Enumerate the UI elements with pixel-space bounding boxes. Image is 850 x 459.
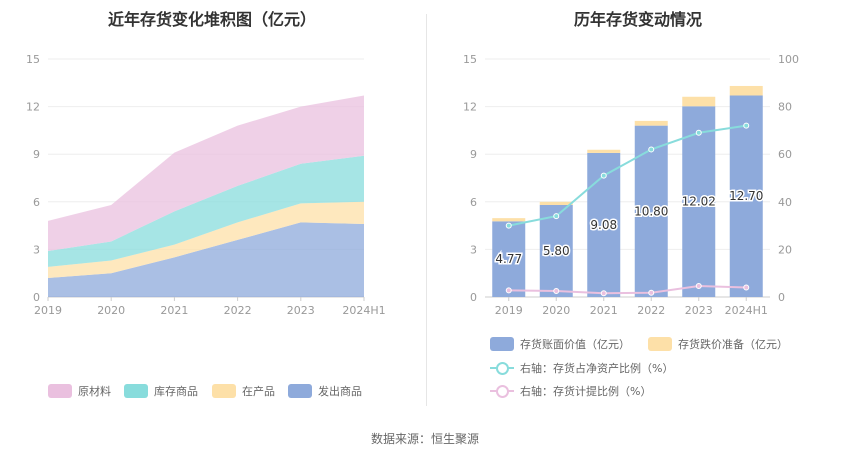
line-series [508,285,747,295]
legend-item-raw-materials[interactable]: 原材料 [48,383,111,399]
area-series [48,201,364,278]
bar-impairment [587,149,621,153]
bar-book-value [682,106,716,297]
legend-item-provision-ratio[interactable]: 右轴：存货计提比例（%） [490,383,651,399]
area-series [48,222,364,297]
bar-impairment [634,120,668,126]
x-tick-label: 2023 [685,304,713,317]
legend-label: 发出商品 [318,385,362,398]
legend-label: 存货跌价准备（亿元） [678,338,788,351]
legend-swatch [212,384,236,398]
y-tick-label: 3 [33,243,40,256]
left-chart-title: 近年存货变化堆积图（亿元） [107,10,316,29]
y-tick-label: 15 [463,53,477,66]
x-tick-label: 2022 [637,304,665,317]
legend-label: 存货账面价值（亿元） [520,338,630,351]
bar-value-label: 4.77 [495,252,522,266]
legend-swatch [648,337,672,351]
bar-impairment [539,201,573,205]
legend-label: 右轴：存货占净资产比例（%） [520,362,674,375]
x-tick-label: 2019 [495,304,523,317]
line-point [505,222,512,229]
chart-divider [426,14,427,406]
area-series [48,155,364,267]
y-tick-label: 12 [26,101,40,114]
right-chart-title: 历年存货变动情况 [573,10,702,29]
y-tick-label: 6 [470,196,477,209]
x-tick-label: 2020 [97,304,125,317]
line-series [508,124,747,227]
bar-book-value [634,125,668,297]
bar-value-label: 12.02 [682,195,716,209]
legend-item-wip[interactable]: 在产品 [212,383,275,399]
legend-swatch [490,337,514,351]
y2-tick-label: 60 [778,148,792,161]
legend-item-finished-goods[interactable]: 库存商品 [124,383,198,399]
bar-impairment [682,96,716,107]
area-series [48,95,364,251]
line-point [695,283,702,290]
line-point [553,288,560,295]
line-point [553,213,560,220]
legend-item-impairment[interactable]: 存货跌价准备（亿元） [648,336,788,352]
y-tick-label: 12 [463,101,477,114]
y-tick-label: 0 [33,291,40,304]
y2-tick-label: 0 [778,291,785,304]
y-tick-label: 15 [26,53,40,66]
bar-value-label: 9.08 [590,218,617,232]
legend-label: 右轴：存货计提比例（%） [520,385,652,398]
x-tick-label: 2022 [224,304,252,317]
legend-swatch [124,384,148,398]
data-source: 数据来源：恒生聚源 [370,432,479,446]
y2-tick-label: 100 [778,53,799,66]
y2-tick-label: 20 [778,243,792,256]
line-point [505,287,512,294]
x-tick-label: 2021 [590,304,618,317]
bar-value-label: 10.80 [634,204,668,218]
legend-label: 在产品 [242,385,275,398]
legend-swatch [48,384,72,398]
legend-label: 库存商品 [154,385,198,398]
y-tick-label: 9 [33,148,40,161]
x-tick-label: 2021 [160,304,188,317]
line-point [743,122,750,129]
y-tick-label: 0 [470,291,477,304]
line-point [648,289,655,296]
y-tick-label: 6 [33,196,40,209]
bar-value-label: 12.70 [729,189,763,203]
bar-impairment [492,218,526,222]
line-point [648,146,655,153]
line-point [600,290,607,297]
bar-book-value [729,95,763,297]
x-tick-label: 2024H1 [342,304,385,317]
bar-book-value [539,204,573,297]
y2-tick-label: 40 [778,196,792,209]
bar-impairment [729,85,763,96]
x-tick-label: 2020 [542,304,570,317]
legend-item-goods-shipped[interactable]: 发出商品 [288,383,362,399]
legend-line-marker [490,361,514,375]
x-tick-label: 2024H1 [725,304,768,317]
y-tick-label: 3 [470,243,477,256]
y-tick-label: 9 [470,148,477,161]
line-point [743,284,750,291]
line-point [600,172,607,179]
line-point [695,129,702,136]
legend-item-inventory-ratio[interactable]: 右轴：存货占净资产比例（%） [490,360,673,376]
legend-swatch [288,384,312,398]
legend-label: 原材料 [78,385,111,398]
bar-value-label: 5.80 [543,244,570,258]
y2-tick-label: 80 [778,101,792,114]
legend-item-book-value[interactable]: 存货账面价值（亿元） [490,336,630,352]
legend-line-marker [490,384,514,398]
x-tick-label: 2023 [287,304,315,317]
x-tick-label: 2019 [34,304,62,317]
bar-book-value [492,221,526,297]
